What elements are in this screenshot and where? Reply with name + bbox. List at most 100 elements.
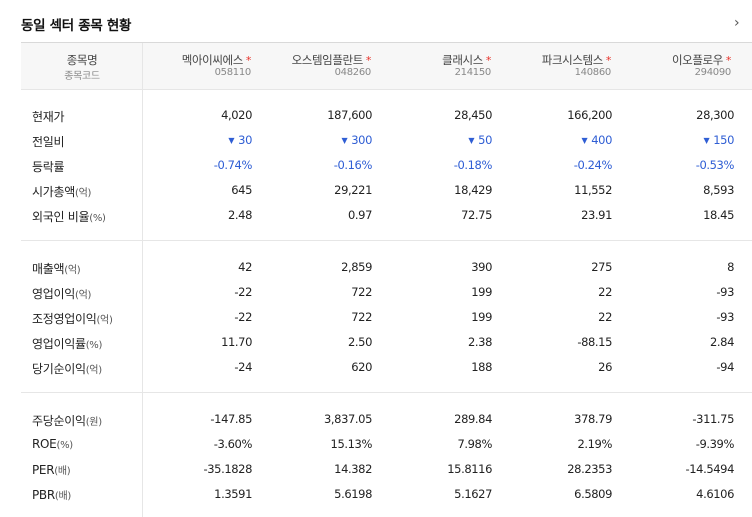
table-cell: -35.1828 [203,462,252,476]
table-cell: ▼ 300 [341,133,372,147]
cell-value: -0.16% [333,158,373,172]
company-name-link[interactable]: 파크시스템스 * [541,52,612,68]
cell-value: 26 [598,360,612,374]
star-marker: * [245,54,252,67]
table-cell: 2.38 [468,335,492,349]
table-cell: ▼ 50 [468,133,492,147]
row-label-text: 외국인 비율 [32,210,90,224]
cell-value: -0.53% [695,158,735,172]
table-cell: 6.5809 [574,487,612,501]
cell-value: 23.91 [581,208,612,222]
company-code: 058110 [214,67,252,78]
cell-value: -22 [234,310,252,324]
chevron-right-icon[interactable]: › [734,15,740,31]
company-name[interactable]: 멕아이씨에스 [181,53,243,67]
table-cell: -0.24% [573,158,613,172]
table-cell: ▼ 400 [581,133,612,147]
table-cell: 4.6106 [696,487,734,501]
table-cell: 15.13% [330,437,373,451]
company-name[interactable]: 클래시스 [442,53,483,67]
header-company-0: 멕아이씨에스 * 058110 [143,43,263,89]
table-row: ROE(%) -3.60% 15.13% 7.98% 2.19% -9.39% [0,433,752,455]
table-header: 종목명 종목코드 멕아이씨에스 * 058110 오스템임플란트 * 048260 클래시스… [21,43,752,90]
row-unit: (억) [85,365,102,376]
cell-value: -0.24% [573,158,613,172]
table-cell: 0.97 [348,208,372,222]
row-unit: (억) [74,290,92,301]
star-marker: * [485,54,492,67]
table-cell: 28.2353 [567,462,612,476]
cell-value: 166,200 [567,108,612,122]
cell-value: 72.75 [461,208,492,222]
table-cell: -93 [716,285,734,299]
row-label-text: 조정영업이익 [32,312,97,326]
cell-value: 199 [471,310,492,324]
table-cell: 8,593 [703,183,734,197]
header-stock-code-label: 종목코드 [64,71,100,82]
table-cell: 2.48 [228,208,252,222]
company-name-link[interactable]: 오스템임플란트 * [291,52,372,68]
table-cell: 7.98% [457,437,492,451]
table-cell: -22 [234,310,252,324]
row-label: 영업이익률(%) [32,335,102,352]
row-unit: (배) [54,491,72,502]
company-name-link[interactable]: 클래시스 * [442,52,491,68]
cell-value: 18,429 [454,183,492,197]
table-row: 조정영업이익(억) -22 722 199 22 -93 [0,306,752,328]
row-label-text: 시가총액 [32,185,75,199]
row-unit: (원) [85,417,102,428]
cell-value: 275 [591,260,612,274]
table-row: PBR(배) 1.3591 5.6198 5.1627 6.5809 4.6106 [0,483,752,505]
table-cell: -93 [716,310,734,324]
table-cell: -3.60% [213,437,253,451]
label-column-divider [142,43,143,517]
company-name[interactable]: 이오플로우 [671,53,723,67]
cell-value: -3.60% [213,437,253,451]
cell-value: 150 [713,133,734,147]
group-divider [21,240,752,241]
cell-value: 390 [471,260,492,274]
table-cell: 15.8116 [447,462,492,476]
cell-value: 14.382 [334,462,372,476]
cell-value: 4,020 [221,108,252,122]
cell-value: 28,450 [454,108,492,122]
cell-value: 15.13% [330,437,373,451]
company-name-link[interactable]: 이오플로우 * [672,52,731,68]
row-label: ROE(%) [32,437,73,451]
table-cell: 289.84 [454,412,492,426]
table-cell: 5.1627 [454,487,492,501]
row-label: 외국인 비율(%) [32,208,106,225]
table-cell: -22 [234,285,252,299]
cell-value: 28,300 [696,108,734,122]
table-cell: 11.70 [221,335,252,349]
cell-value: 15.8116 [447,462,492,476]
table-cell: 722 [351,285,372,299]
table-row: 등락률 -0.74% -0.16% -0.18% -0.24% -0.53% [0,154,752,176]
cell-value: -22 [234,285,252,299]
company-code: 140860 [574,67,612,78]
table-row: 현재가 4,020 187,600 28,450 166,200 28,300 [0,104,752,126]
row-label: 매출액(억) [32,260,81,277]
cell-value: 50 [478,133,492,147]
company-name-link[interactable]: 멕아이씨에스 * [181,52,252,68]
cell-value: 5.6198 [334,487,372,501]
table-cell: -311.75 [692,412,734,426]
group-divider [21,392,752,393]
company-name[interactable]: 파크시스템스 [541,53,603,67]
table-cell: 42 [238,260,252,274]
row-label-text: 현재가 [32,110,65,124]
header-first-cell: 종목명 종목코드 [21,43,143,89]
table-cell: -0.18% [454,158,493,172]
row-label-text: 영업이익률 [32,337,86,351]
cell-value: 289.84 [454,412,492,426]
cell-value: -24 [234,360,252,374]
cell-value: 400 [591,133,612,147]
table-cell: 28,450 [454,108,492,122]
table-row: 영업이익(억) -22 722 199 22 -93 [0,281,752,303]
cell-value: -9.39% [695,437,735,451]
company-name[interactable]: 오스템임플란트 [291,53,364,67]
cell-value: 199 [471,285,492,299]
row-label-text: PBR [32,488,55,502]
down-arrow-icon: ▼ [228,136,235,145]
cell-value: -93 [716,285,734,299]
